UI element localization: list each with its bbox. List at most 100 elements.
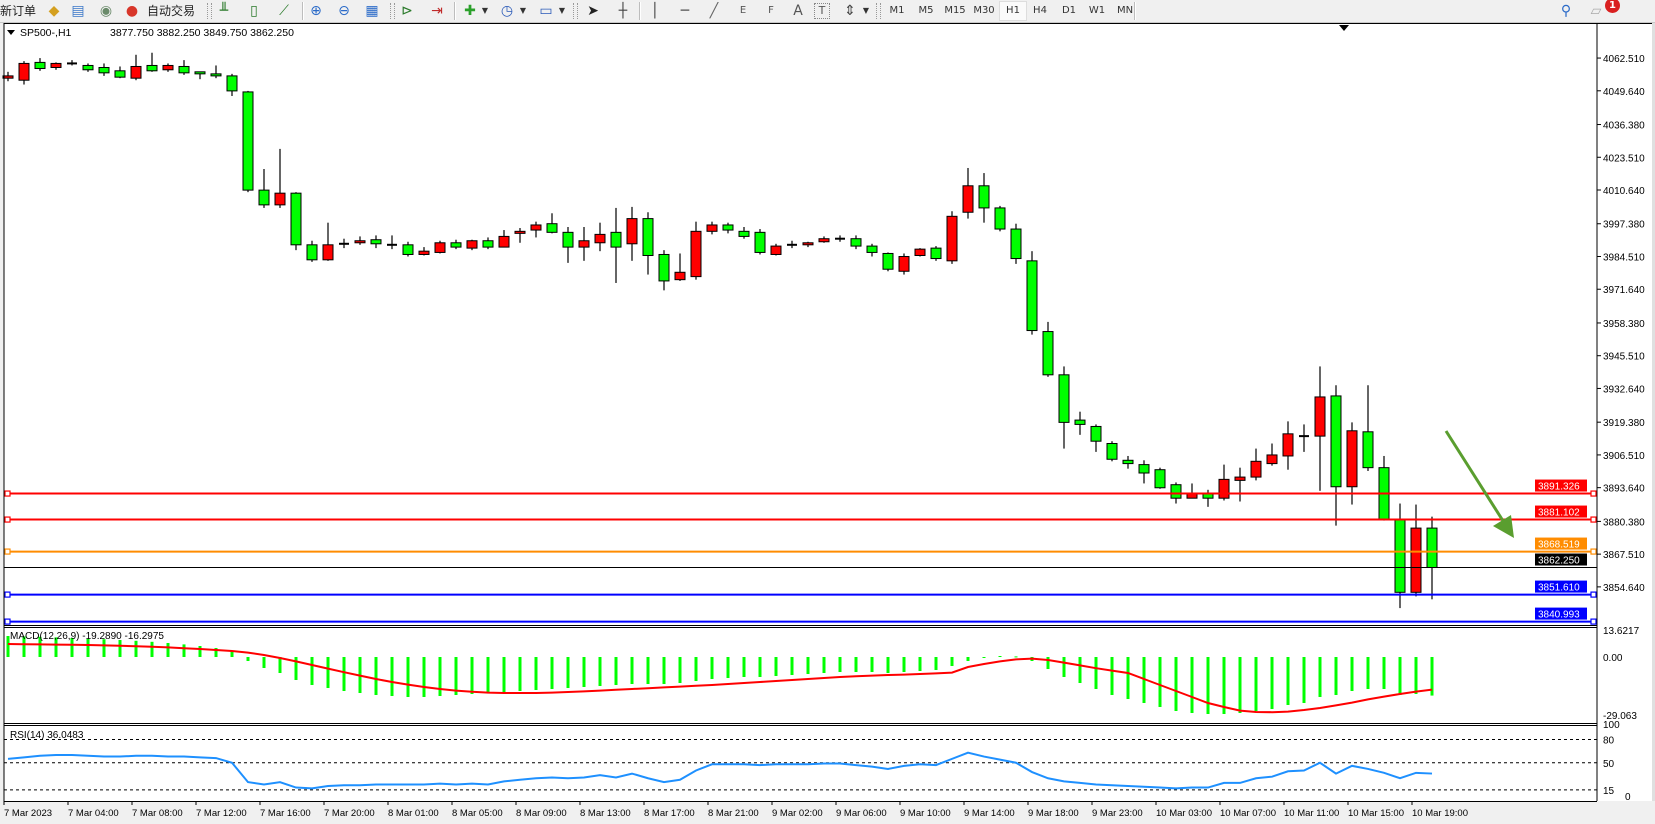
macd-histogram-bar	[838, 657, 842, 672]
line-chart-icon[interactable]: ⟋	[279, 3, 289, 19]
macd-histogram-bar	[262, 657, 266, 668]
macd-histogram-bar	[1254, 657, 1258, 711]
equidistant-channel-icon[interactable]: E	[733, 2, 753, 20]
fibonacci-icon[interactable]: F	[761, 2, 781, 20]
candle	[754, 229, 766, 255]
candle	[594, 222, 606, 252]
price-tick-label: 3919.380	[1603, 418, 1645, 429]
chat-icon[interactable]: ▱	[1590, 3, 1602, 19]
channel-letter: E	[739, 5, 747, 16]
macd-histogram-bar	[678, 657, 682, 683]
toolbar-grip[interactable]	[573, 3, 578, 19]
toolbar-grip[interactable]	[207, 3, 212, 19]
candle-body	[1154, 469, 1166, 489]
toolbar-grip[interactable]	[876, 3, 881, 19]
bar-chart-icon[interactable]: ╨	[219, 3, 229, 19]
candle-body	[610, 231, 622, 248]
separator	[302, 2, 304, 20]
candle-body	[1042, 331, 1054, 376]
rsi-tick-label: 0	[1625, 792, 1631, 803]
candle	[562, 227, 574, 263]
text-icon[interactable]: A	[788, 2, 808, 20]
text-label-icon[interactable]: T	[814, 3, 830, 19]
time-tick-label: 9 Mar 18:00	[1028, 808, 1079, 819]
chart-menu-triangle-icon[interactable]	[7, 30, 15, 35]
macd-histogram-bar	[1078, 657, 1082, 683]
macd-histogram-bar	[1046, 657, 1050, 669]
market-watch-icon[interactable]: ◆	[48, 3, 60, 19]
horizontal-line-icon[interactable]: ─	[680, 3, 690, 19]
crosshair-icon[interactable]: ┼	[618, 3, 628, 19]
candle-body	[1282, 433, 1294, 457]
toolbar: 新订单 ◆ ▤ ◉ ● 自动交易 ╨ ▯ ⟋ ⊕ ⊖ ▦ ⊳ ⇥ ✚ ▼ ◷ ▼…	[0, 0, 1655, 23]
candle	[34, 58, 46, 71]
candle	[802, 241, 814, 248]
new-order-button[interactable]: 新订单	[0, 4, 37, 18]
candle	[322, 222, 334, 261]
candle	[82, 63, 94, 72]
autotrading-button[interactable]: 自动交易	[146, 4, 195, 18]
signals-icon[interactable]: ◉	[99, 3, 113, 19]
chevron-down-icon[interactable]: ▼	[519, 6, 527, 15]
search-icon[interactable]: ⚲	[1560, 3, 1572, 19]
timeframe-h1[interactable]: H1	[999, 1, 1027, 21]
candlestick-icon[interactable]: ▯	[250, 3, 258, 19]
data-window-icon[interactable]: ▤	[71, 3, 85, 19]
timeframe-d1[interactable]: D1	[1061, 5, 1077, 16]
autoscroll-icon[interactable]: ⊳	[401, 3, 413, 19]
candle	[258, 168, 270, 208]
zoom-in-icon[interactable]: ⊕	[310, 3, 322, 19]
vertical-line-icon[interactable]: │	[650, 3, 660, 19]
candle	[306, 240, 318, 262]
candle-body	[514, 230, 526, 234]
macd-histogram-bar	[534, 657, 538, 690]
macd-histogram-bar	[406, 657, 410, 697]
level-handle-left	[4, 591, 11, 598]
chevron-down-icon[interactable]: ▼	[862, 6, 870, 15]
timeframe-m30[interactable]: M30	[973, 5, 995, 16]
candle	[994, 205, 1006, 232]
candle-body	[482, 240, 494, 248]
price-tick-label: 4023.510	[1603, 153, 1645, 164]
candle	[530, 221, 542, 238]
trendline-icon[interactable]: ╱	[709, 3, 719, 19]
timeframe-m1[interactable]: M1	[889, 5, 905, 16]
time-tick-label: 8 Mar 17:00	[644, 808, 695, 819]
timeframe-mn[interactable]: MN	[1116, 5, 1134, 16]
candle	[1250, 448, 1262, 481]
timeframe-w1[interactable]: W1	[1088, 5, 1106, 16]
price-pane	[2, 52, 1597, 625]
candle-body	[642, 218, 654, 256]
templates-icon[interactable]: ▭	[539, 3, 553, 19]
candle-body	[930, 247, 942, 260]
new-chart-icon[interactable]: ✚	[464, 3, 476, 19]
timeframe-m5[interactable]: M5	[918, 5, 934, 16]
time-tick-label: 7 Mar 16:00	[260, 808, 311, 819]
macd-histogram-bar	[822, 657, 826, 673]
candle-body	[82, 64, 94, 71]
chevron-down-icon[interactable]: ▼	[481, 6, 489, 15]
arrows-icon[interactable]: ⇕	[844, 3, 856, 19]
timeframe-m15[interactable]: M15	[944, 5, 966, 16]
tile-windows-icon[interactable]: ▦	[365, 3, 379, 19]
macd-histogram-bar	[326, 657, 330, 688]
chevron-down-icon[interactable]: ▼	[558, 6, 566, 15]
autotrading-icon[interactable]: ●	[125, 3, 139, 19]
timeframe-h4[interactable]: H4	[1033, 5, 1047, 16]
candle	[787, 240, 797, 249]
level-handle-left	[4, 490, 11, 497]
candle	[1314, 366, 1326, 491]
periods-clock-icon[interactable]: ◷	[500, 3, 514, 19]
chart-shift-icon[interactable]: ⇥	[431, 3, 443, 19]
toolbar-grip[interactable]	[390, 3, 395, 19]
candle	[946, 211, 958, 264]
candle	[2, 71, 14, 82]
zoom-out-icon[interactable]: ⊖	[338, 3, 350, 19]
price-tick-label: 3958.380	[1603, 319, 1645, 330]
macd-histogram-bar	[342, 657, 346, 691]
cursor-icon[interactable]: ➤	[587, 3, 599, 19]
chart-shift-marker-icon[interactable]	[1339, 25, 1349, 31]
macd-histogram-bar	[134, 640, 138, 657]
macd-histogram-bar	[1334, 657, 1338, 695]
